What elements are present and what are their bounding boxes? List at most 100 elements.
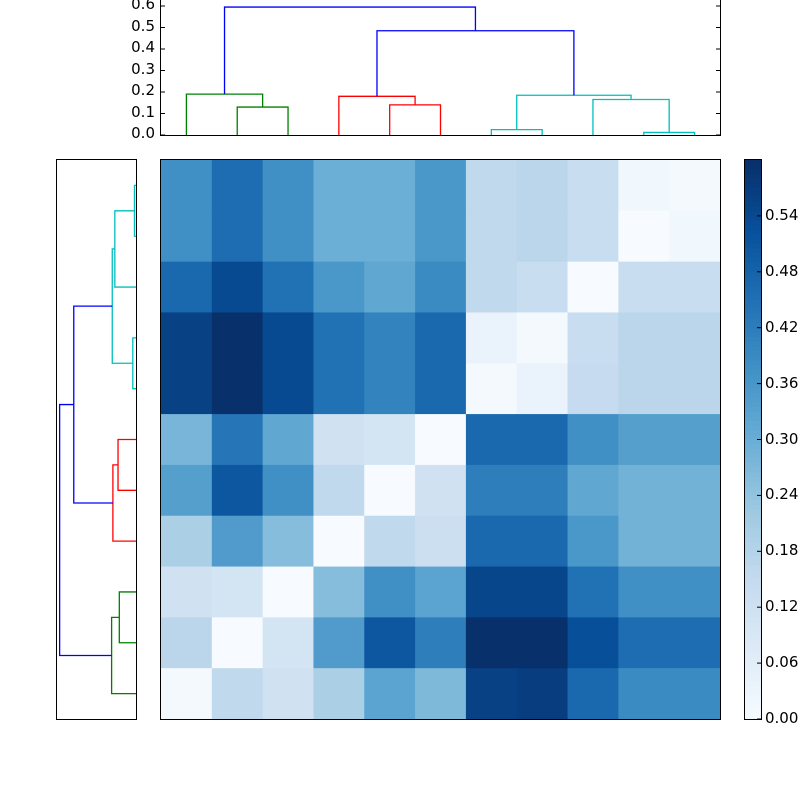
heatmap-cell — [465, 414, 518, 466]
heatmap-cell — [313, 566, 365, 618]
heatmap-cell — [618, 312, 670, 364]
heatmap-cell — [465, 566, 518, 618]
colorbar-tick-label: 0.00 — [765, 709, 799, 727]
heatmap-cell — [364, 566, 416, 618]
heatmap-cell — [465, 668, 518, 719]
heatmap-cell — [567, 160, 619, 212]
heatmap-cell — [262, 566, 315, 618]
heatmap-cell — [618, 566, 670, 618]
heatmap-cell — [669, 363, 720, 415]
heatmap-cell — [313, 668, 365, 719]
heatmap-cell — [415, 566, 467, 618]
heatmap-cell — [465, 617, 518, 669]
heatmap-cell — [567, 312, 619, 364]
heatmap-cell — [211, 566, 264, 618]
heatmap-cell — [262, 414, 315, 466]
heatmap-cell — [313, 363, 365, 415]
top-dendrogram-y-tick-label: 0.2 — [131, 81, 155, 99]
heatmap-cell — [262, 312, 315, 364]
heatmap-cell — [465, 363, 518, 415]
heatmap-cell — [262, 160, 315, 212]
heatmap-cell — [211, 515, 264, 568]
heatmap-cell — [262, 668, 315, 719]
heatmap-cell — [516, 312, 569, 364]
heatmap-cell — [516, 668, 569, 719]
heatmap-cell — [262, 515, 315, 568]
heatmap-cell — [161, 617, 213, 669]
heatmap-cell — [262, 617, 315, 669]
dendrogram-link — [133, 184, 136, 237]
heatmap-cell — [567, 363, 619, 415]
heatmap-cell — [567, 414, 619, 466]
top-dendrogram-y-tick-label: 0.6 — [131, 0, 155, 13]
heatmap-cell — [364, 261, 416, 314]
dendrogram-link — [114, 210, 136, 288]
heatmap-cell — [415, 210, 467, 263]
heatmap-cell — [364, 414, 416, 466]
colorbar-tick-label: 0.06 — [765, 653, 799, 672]
dendrogram-link — [110, 616, 136, 695]
top-dendrogram-y-tick-label: 0.3 — [131, 59, 155, 78]
heatmap-cell — [516, 210, 569, 263]
top-dendrogram-y-tick-label: 0.0 — [131, 124, 155, 142]
heatmap-cell — [211, 464, 264, 517]
heatmap-cell — [415, 668, 467, 719]
heatmap-cell — [161, 668, 213, 719]
dendrogram-link — [73, 305, 113, 504]
dendrogram-link — [389, 104, 442, 135]
colorbar — [744, 159, 762, 720]
heatmap-cell — [618, 617, 670, 669]
heatmap-cell — [262, 210, 315, 263]
heatmap-cell — [415, 617, 467, 669]
dendrogram-link — [376, 30, 575, 97]
dendrogram-link — [58, 403, 112, 657]
heatmap-cell — [669, 617, 720, 669]
heatmap-cell — [313, 160, 365, 212]
heatmap-cell — [567, 515, 619, 568]
top-dendrogram-y-tick-label: 0.5 — [131, 16, 155, 35]
heatmap-cell — [567, 566, 619, 618]
left-dendrogram-plot — [58, 184, 136, 695]
heatmap-cell — [313, 414, 365, 466]
heatmap-cell — [669, 210, 720, 263]
heatmap-cell — [262, 363, 315, 415]
heatmap-cell — [669, 414, 720, 466]
top-dendrogram-y-tick-label: 0.4 — [131, 38, 155, 56]
heatmap-cell — [669, 312, 720, 364]
dendrogram-link — [117, 438, 136, 491]
heatmap-cell — [669, 160, 720, 212]
heatmap-cell — [161, 261, 213, 314]
dendrogram-link — [185, 93, 264, 135]
top-dendrogram-plot — [161, 5, 720, 136]
heatmap-cell — [465, 210, 518, 263]
heatmap-cell — [516, 617, 569, 669]
heatmap-cell — [669, 668, 720, 719]
heatmap-cell — [161, 312, 213, 364]
heatmap-cell — [211, 617, 264, 669]
top-dendrogram-y-tick-label: 0.1 — [131, 102, 155, 121]
heatmap-cell — [567, 617, 619, 669]
heatmap-cell — [618, 464, 670, 517]
heatmap-cell — [211, 668, 264, 719]
heatmap-cell — [516, 160, 569, 212]
heatmap-cell — [211, 261, 264, 314]
heatmap-cell — [618, 668, 670, 719]
heatmap-cell — [516, 261, 569, 314]
heatmap-cell — [313, 617, 365, 669]
heatmap-cell — [211, 363, 264, 415]
dendrogram-link — [643, 131, 696, 135]
heatmap-cell — [618, 210, 670, 263]
dendrogram-link — [223, 6, 477, 95]
dendrogram-link — [338, 95, 416, 135]
heatmap-cell — [161, 414, 213, 466]
heatmap-cell — [262, 464, 315, 517]
heatmap-cell — [465, 312, 518, 364]
heatmap-cell — [618, 261, 670, 314]
heatmap-cell — [516, 464, 569, 517]
heatmap-cell — [516, 515, 569, 568]
heatmap-cells — [161, 160, 720, 719]
heatmap-cell — [211, 160, 264, 212]
heatmap-cell — [415, 515, 467, 568]
heatmap-cell — [415, 464, 467, 517]
heatmap-cell — [364, 160, 416, 212]
